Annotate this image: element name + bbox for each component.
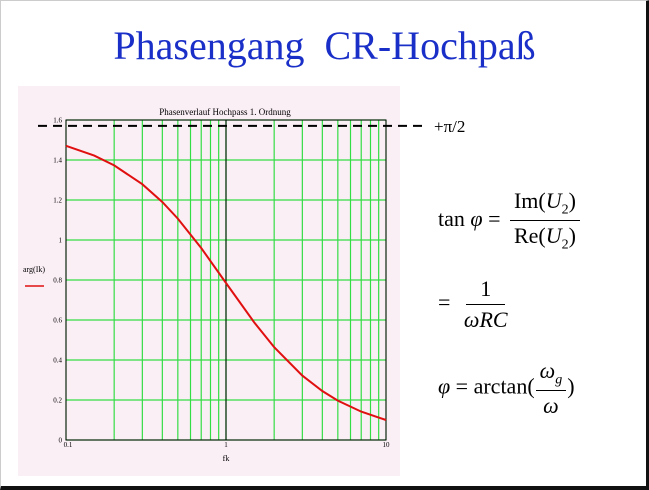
y-tick-label: 0.4: [53, 357, 62, 365]
omega-fraction: ωg ω: [535, 358, 567, 419]
y-tick-label: 0.6: [53, 317, 62, 325]
equals-sign: =: [438, 289, 451, 315]
y-tick-label: 0.2: [53, 397, 62, 405]
x-axis-label: fk: [223, 454, 230, 463]
fraction-numerator: ωg: [535, 358, 567, 392]
u-var: U: [545, 188, 562, 213]
x-tick-label: 1: [224, 441, 228, 449]
im-fn: Im(: [513, 188, 546, 213]
arctan-fn: arctan(: [473, 373, 535, 399]
fraction-denominator: ω: [543, 393, 559, 419]
omega-var: ω: [539, 358, 556, 383]
y-tick-label: 1.4: [53, 157, 62, 165]
y-axis-label: arg(Ik): [23, 265, 45, 274]
chart-title: Phasenverlauf Hochpass 1. Ordnung: [159, 107, 291, 117]
y-tick-label: 1: [59, 237, 63, 245]
phase-curve: [65, 144, 387, 421]
close-paren: ): [568, 188, 576, 213]
g-subscript: g: [555, 372, 563, 388]
x-tick-label: 10: [383, 441, 391, 449]
phi-symbol: φ: [438, 373, 451, 399]
u-subscript: 2: [561, 237, 569, 253]
re-fn: Re(: [513, 223, 546, 249]
y-tick-label: 0: [59, 437, 63, 445]
x-tick-label: 0.1: [64, 441, 73, 449]
pi-half-label: +π/2: [434, 117, 465, 136]
wrc-fraction: 1 ωRC: [460, 276, 512, 333]
y-tick-label: 1.6: [53, 117, 62, 125]
formula-tan: tan φ = Im(U2) Re(U2): [438, 188, 584, 254]
equals-sign: =: [488, 205, 501, 231]
formula-arctan: φ = arctan( ωg ω ): [438, 358, 575, 419]
tan-fn: tan: [438, 205, 465, 231]
u-subscript: 2: [561, 202, 569, 218]
fraction-denominator: Re(U2): [510, 221, 580, 253]
fraction-denominator: ωRC: [463, 307, 508, 332]
slide-title: Phasengang CR-Hochpaß: [113, 23, 536, 68]
y-tick-label: 0.8: [53, 277, 62, 285]
close-paren: ): [568, 223, 576, 249]
equals-sign: =: [455, 373, 469, 399]
y-tick-label: 1.2: [53, 197, 62, 205]
u-var: U: [545, 223, 562, 249]
formula-one-over-wrc: = 1 ωRC: [438, 276, 516, 333]
phi-symbol: φ: [470, 205, 483, 231]
fraction-numerator: Im(U2): [509, 188, 580, 222]
close-paren: ): [567, 373, 575, 399]
fraction-numerator: 1: [466, 276, 506, 305]
tan-fraction: Im(U2) Re(U2): [509, 188, 580, 254]
